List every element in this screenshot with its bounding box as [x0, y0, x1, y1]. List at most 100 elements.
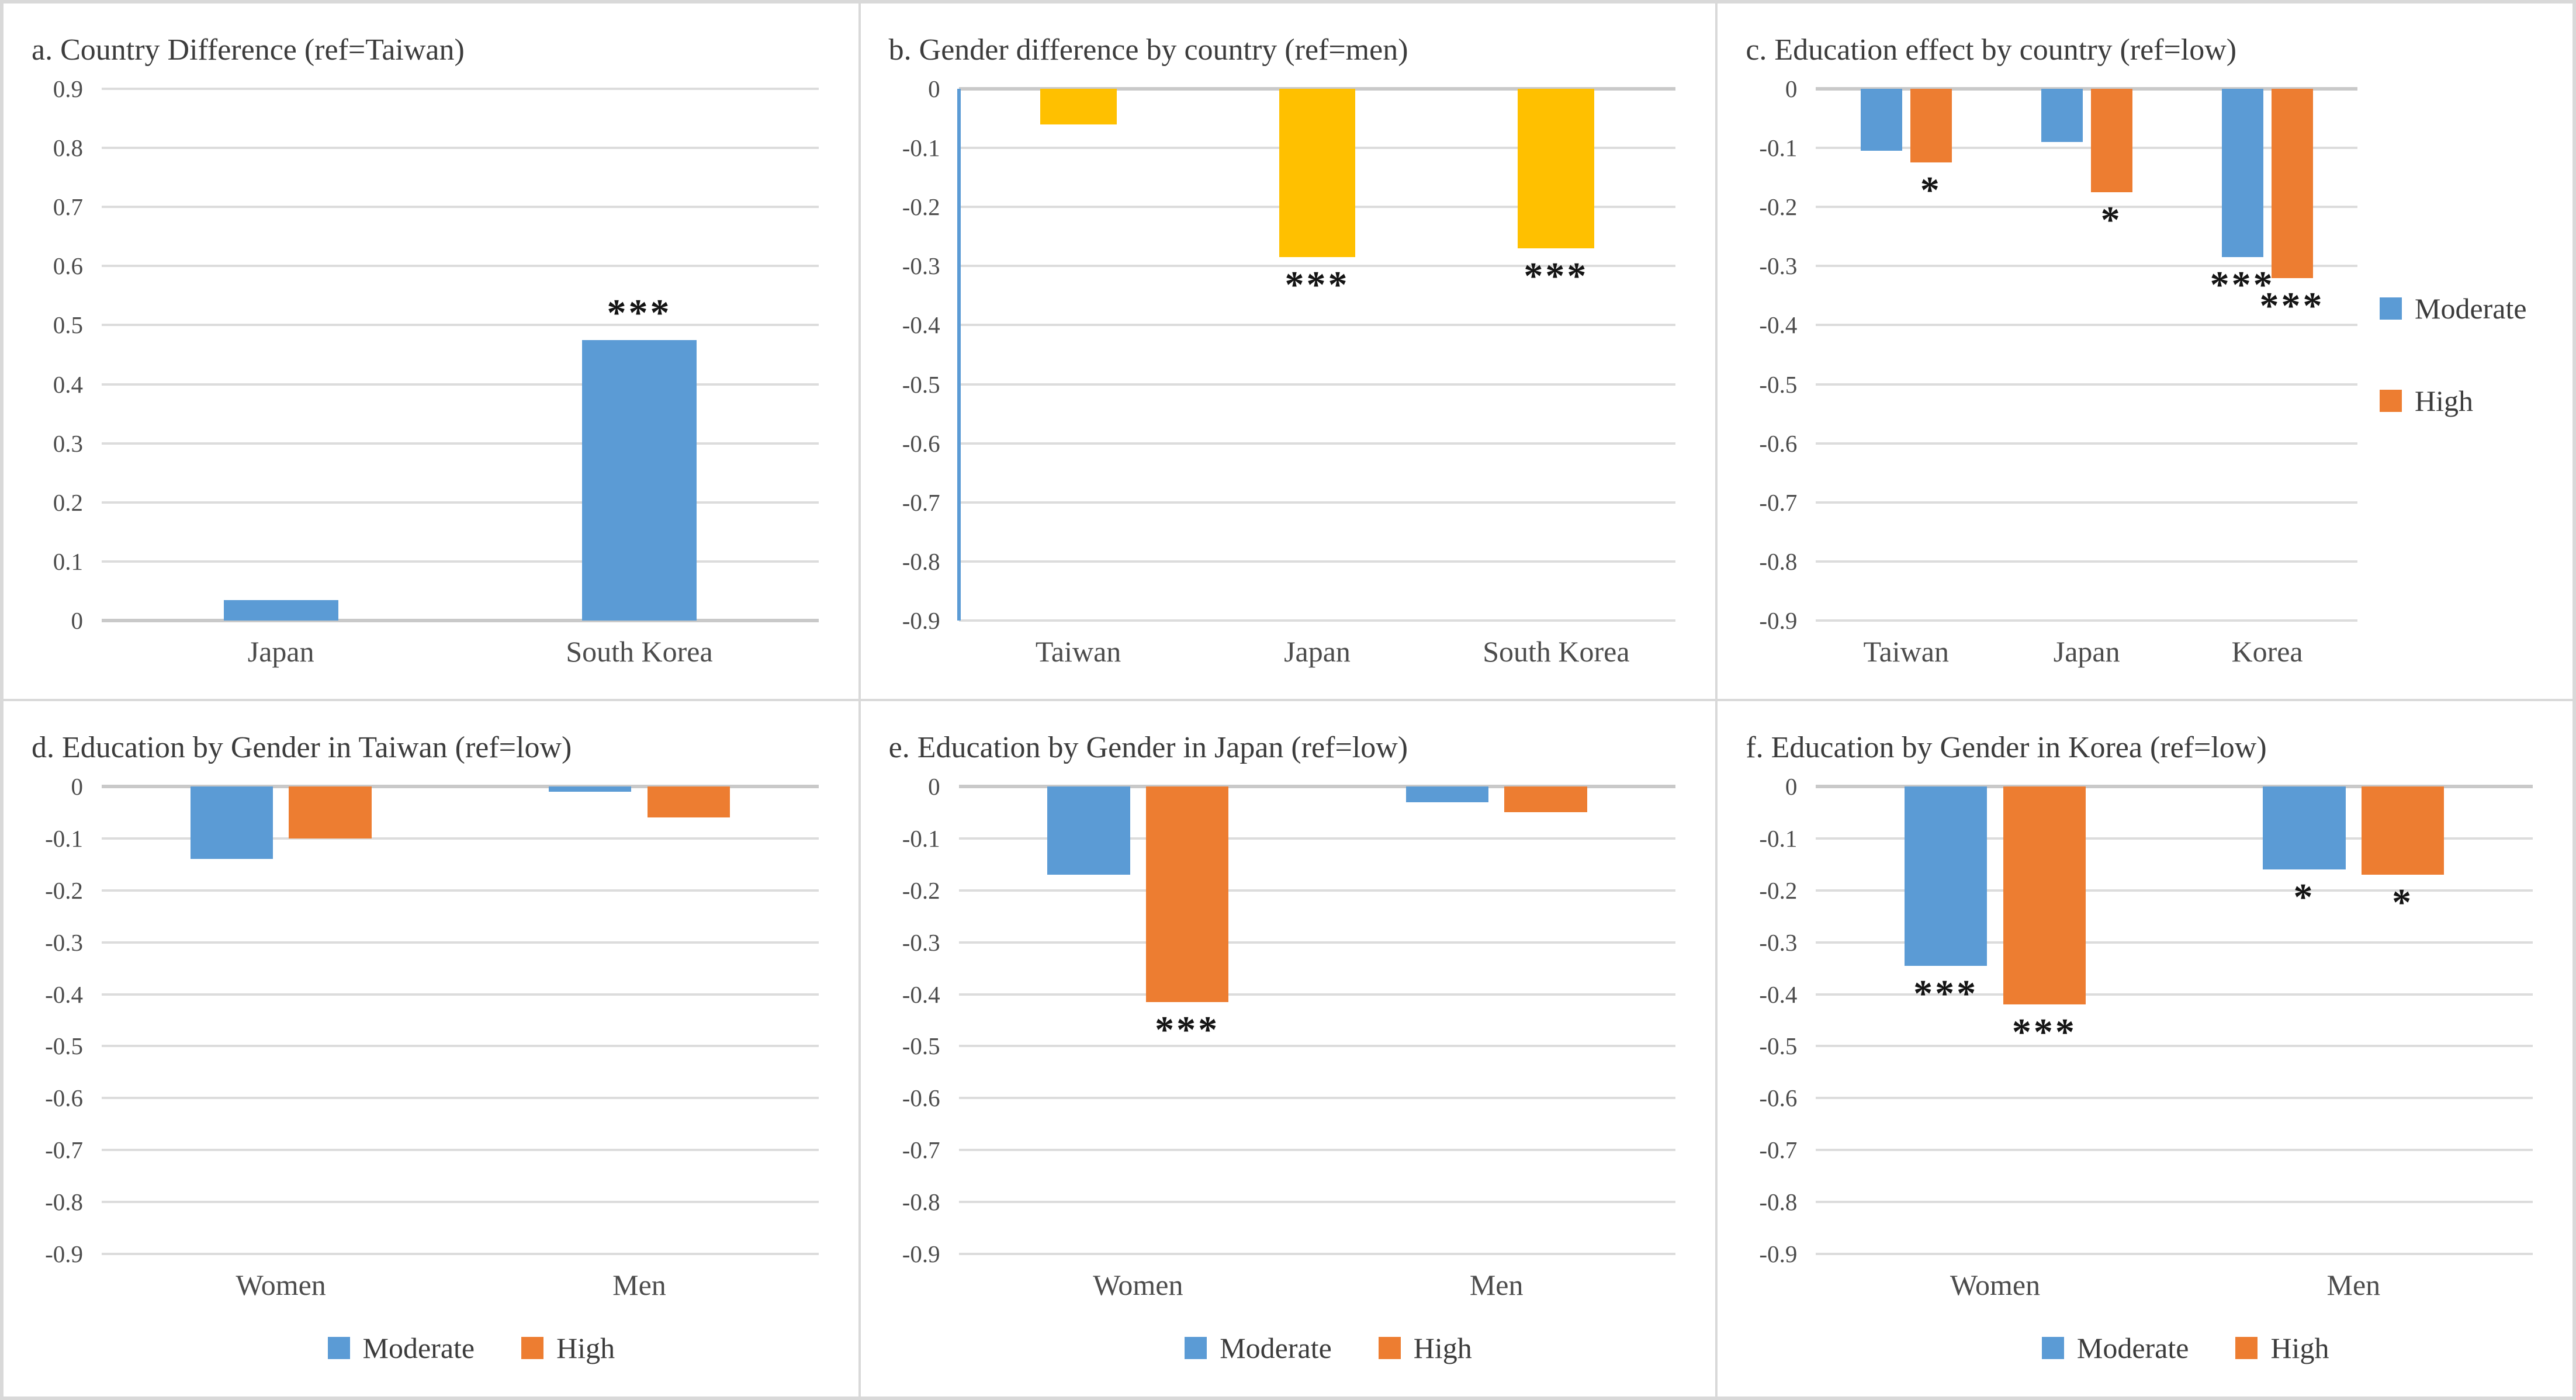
- gridline: [1816, 941, 2533, 944]
- legend-label: Moderate: [1220, 1332, 1332, 1364]
- gridline: [958, 941, 1676, 944]
- legend: Moderate High: [2379, 89, 2555, 621]
- gridline: [958, 619, 1676, 622]
- x-labels: Women Men: [959, 1254, 1676, 1316]
- y-tick-label: -0.4: [45, 980, 83, 1008]
- y-tick-label: 0.7: [53, 193, 83, 221]
- bar-slot: *: [2263, 786, 2346, 1254]
- bar-slot: ***: [2210, 89, 2273, 621]
- bar-slot: ***: [1146, 786, 1229, 1254]
- y-axis-ticks: 0 -0.1 -0.2 -0.3 -0.4 -0.5 -0.6 -0.7 -0.8 -0.9: [1728, 75, 1816, 634]
- gridline: [102, 265, 819, 268]
- gridline: [102, 993, 819, 996]
- bar-slot: ***: [2003, 786, 2086, 1254]
- y-tick-label: 0.6: [53, 252, 83, 280]
- x-category-label: Korea: [2231, 635, 2303, 668]
- panel-d: d. Education by Gender in Taiwan (ref=lo…: [2, 700, 860, 1398]
- category-group-women: *** ***: [1816, 786, 2174, 1254]
- category-group-men: * *: [2175, 786, 2533, 1254]
- gridline: [1816, 1045, 2533, 1048]
- bar-slot: [1040, 89, 1117, 621]
- bar-slot: [1504, 786, 1587, 1254]
- legend-label: High: [2270, 1332, 2329, 1364]
- category-group-japan: ***: [1198, 89, 1437, 621]
- gridline: [102, 1097, 819, 1100]
- gridline: [958, 560, 1676, 563]
- y-axis-line: [957, 89, 961, 621]
- bar-slot: ***: [1905, 786, 1988, 1254]
- y-tick-label: -0.8: [1759, 547, 1798, 575]
- legend-item-high: High: [2379, 384, 2555, 418]
- gridline: [958, 785, 1676, 788]
- y-tick-label: -0.8: [1759, 1188, 1798, 1216]
- legend-marker-high: [521, 1337, 544, 1359]
- bar-slot: [223, 89, 338, 621]
- category-group-men: [1317, 786, 1675, 1254]
- gridline: [102, 383, 819, 386]
- legend-item-high: High: [521, 1331, 615, 1365]
- bar-moderate-men: [2263, 786, 2346, 870]
- y-tick-label: -0.4: [902, 311, 940, 339]
- y-tick-label: 0: [1785, 75, 1798, 102]
- y-tick-label: -0.6: [45, 1084, 83, 1112]
- y-tick-label: -0.5: [902, 370, 940, 398]
- y-tick-label: -0.9: [1759, 607, 1798, 634]
- bars-layer: *** ***: [959, 89, 1676, 621]
- panel-a: a. Country Difference (ref=Taiwan) 0.9 0.…: [2, 2, 860, 700]
- gridline: [1816, 993, 2533, 996]
- plot-area: ********: [1816, 87, 2357, 622]
- bar-moderate-men: [1405, 786, 1488, 802]
- y-tick-label: -0.9: [902, 607, 940, 634]
- y-tick-label: -0.6: [1759, 1084, 1798, 1112]
- gridline: [1816, 889, 2533, 892]
- gridline: [102, 442, 819, 445]
- x-category-label: Japan: [247, 635, 314, 668]
- bar-country-difference-japan: [223, 599, 338, 621]
- gridline: [1816, 206, 2357, 209]
- legend: Moderate High: [102, 1316, 841, 1380]
- gridline: [1816, 87, 2357, 91]
- gridline: [1816, 785, 2533, 788]
- category-group-south-korea: ***: [1436, 89, 1675, 621]
- gridline: [1816, 442, 2357, 445]
- bar-high-taiwan: [1910, 89, 1952, 163]
- y-tick-label: -0.6: [902, 429, 940, 457]
- y-tick-label: -0.3: [902, 928, 940, 956]
- y-tick-label: 0.9: [53, 75, 83, 102]
- y-tick-label: -0.1: [1759, 134, 1798, 162]
- gridline: [1816, 1097, 2533, 1100]
- gridline: [102, 889, 819, 892]
- x-category-label: Women: [1093, 1269, 1183, 1301]
- bar-slot: [549, 786, 632, 1254]
- legend-item-moderate: Moderate: [2041, 1331, 2189, 1365]
- panel-d-chart-area: 0 -0.1 -0.2 -0.3 -0.4 -0.5 -0.6 -0.7 -0.8 -0.9: [14, 773, 841, 1267]
- plot-area: ***: [958, 785, 1676, 1255]
- panel-b: b. Gender difference by country (ref=men…: [859, 2, 1717, 700]
- gridline: [102, 88, 819, 90]
- bar-slot: [1405, 786, 1488, 1254]
- y-tick-label: 0: [928, 75, 940, 102]
- panel-a-title: a. Country Difference (ref=Taiwan): [32, 33, 465, 67]
- y-tick-label: -0.1: [902, 824, 940, 852]
- panel-b-chart-area: 0 -0.1 -0.2 -0.3 -0.4 -0.5 -0.6 -0.7 -0.8 -0.9 **…: [871, 75, 1698, 634]
- panel-f-chart-area: 0 -0.1 -0.2 -0.3 -0.4 -0.5 -0.6 -0.7 -0.8 -0.9 **…: [1728, 773, 2555, 1267]
- y-tick-label: -0.2: [1759, 876, 1798, 904]
- x-category-label: Women: [1950, 1269, 2041, 1301]
- gridline: [958, 889, 1676, 892]
- gridline: [102, 785, 819, 788]
- panel-f-title: f. Education by Gender in Korea (ref=low…: [1746, 731, 2267, 764]
- y-tick-label: -0.9: [1759, 1240, 1798, 1267]
- x-category-label: Men: [612, 1269, 666, 1301]
- x-labels: Japan South Korea: [102, 621, 819, 682]
- y-tick-label: -0.4: [1759, 980, 1798, 1008]
- bar-slot: [1860, 89, 1902, 621]
- category-group-japan: [102, 89, 460, 621]
- legend-item-moderate: Moderate: [327, 1331, 475, 1365]
- y-tick-label: -0.8: [45, 1188, 83, 1216]
- y-tick-label: 0.5: [53, 311, 83, 339]
- category-group-korea: *** ***: [2177, 89, 2357, 621]
- gridline: [102, 324, 819, 327]
- gridline: [958, 1045, 1676, 1048]
- significance-stars: ***: [1524, 255, 1589, 297]
